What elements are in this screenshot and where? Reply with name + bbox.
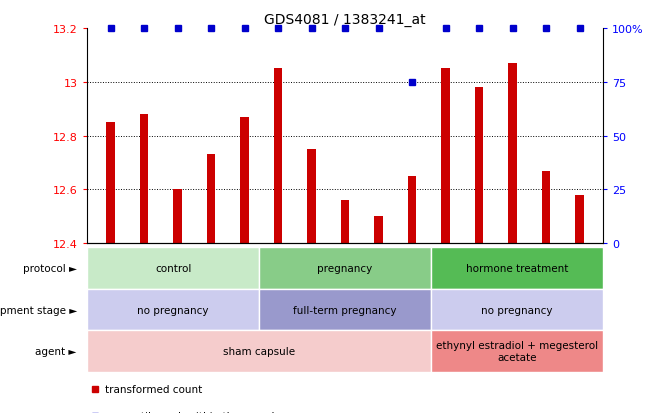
Text: protocol ►: protocol ► [23,263,77,273]
Text: agent ►: agent ► [36,346,77,356]
Text: pregnancy: pregnancy [318,263,373,273]
Bar [259,289,431,330]
Bar [87,289,259,330]
Bar [308,150,316,244]
Bar [431,248,603,289]
Bar [475,88,483,244]
Text: hormone treatment: hormone treatment [466,263,568,273]
Bar [259,248,431,289]
Bar [87,330,431,372]
Text: ethynyl estradiol + megesterol
acetate: ethynyl estradiol + megesterol acetate [436,340,598,362]
Bar [542,171,550,244]
Bar [274,69,282,244]
Bar [408,177,416,244]
Text: sham capsule: sham capsule [223,346,295,356]
Text: full-term pregnancy: full-term pregnancy [293,305,397,315]
Bar [87,248,259,289]
Text: percentile rank within the sample: percentile rank within the sample [105,411,281,413]
Bar [207,155,215,244]
Bar [107,123,115,244]
Bar [431,330,603,372]
Text: transformed count: transformed count [105,384,202,394]
Text: development stage ►: development stage ► [0,305,77,315]
Bar [375,217,383,244]
Bar [431,289,603,330]
Text: control: control [155,263,191,273]
Title: GDS4081 / 1383241_at: GDS4081 / 1383241_at [264,12,426,26]
Bar [509,64,517,244]
Text: no pregnancy: no pregnancy [137,305,209,315]
Bar [576,195,584,244]
Bar [442,69,450,244]
Bar [174,190,182,244]
Bar [341,201,349,244]
Bar [241,118,249,244]
Text: no pregnancy: no pregnancy [481,305,553,315]
Bar [140,115,148,244]
